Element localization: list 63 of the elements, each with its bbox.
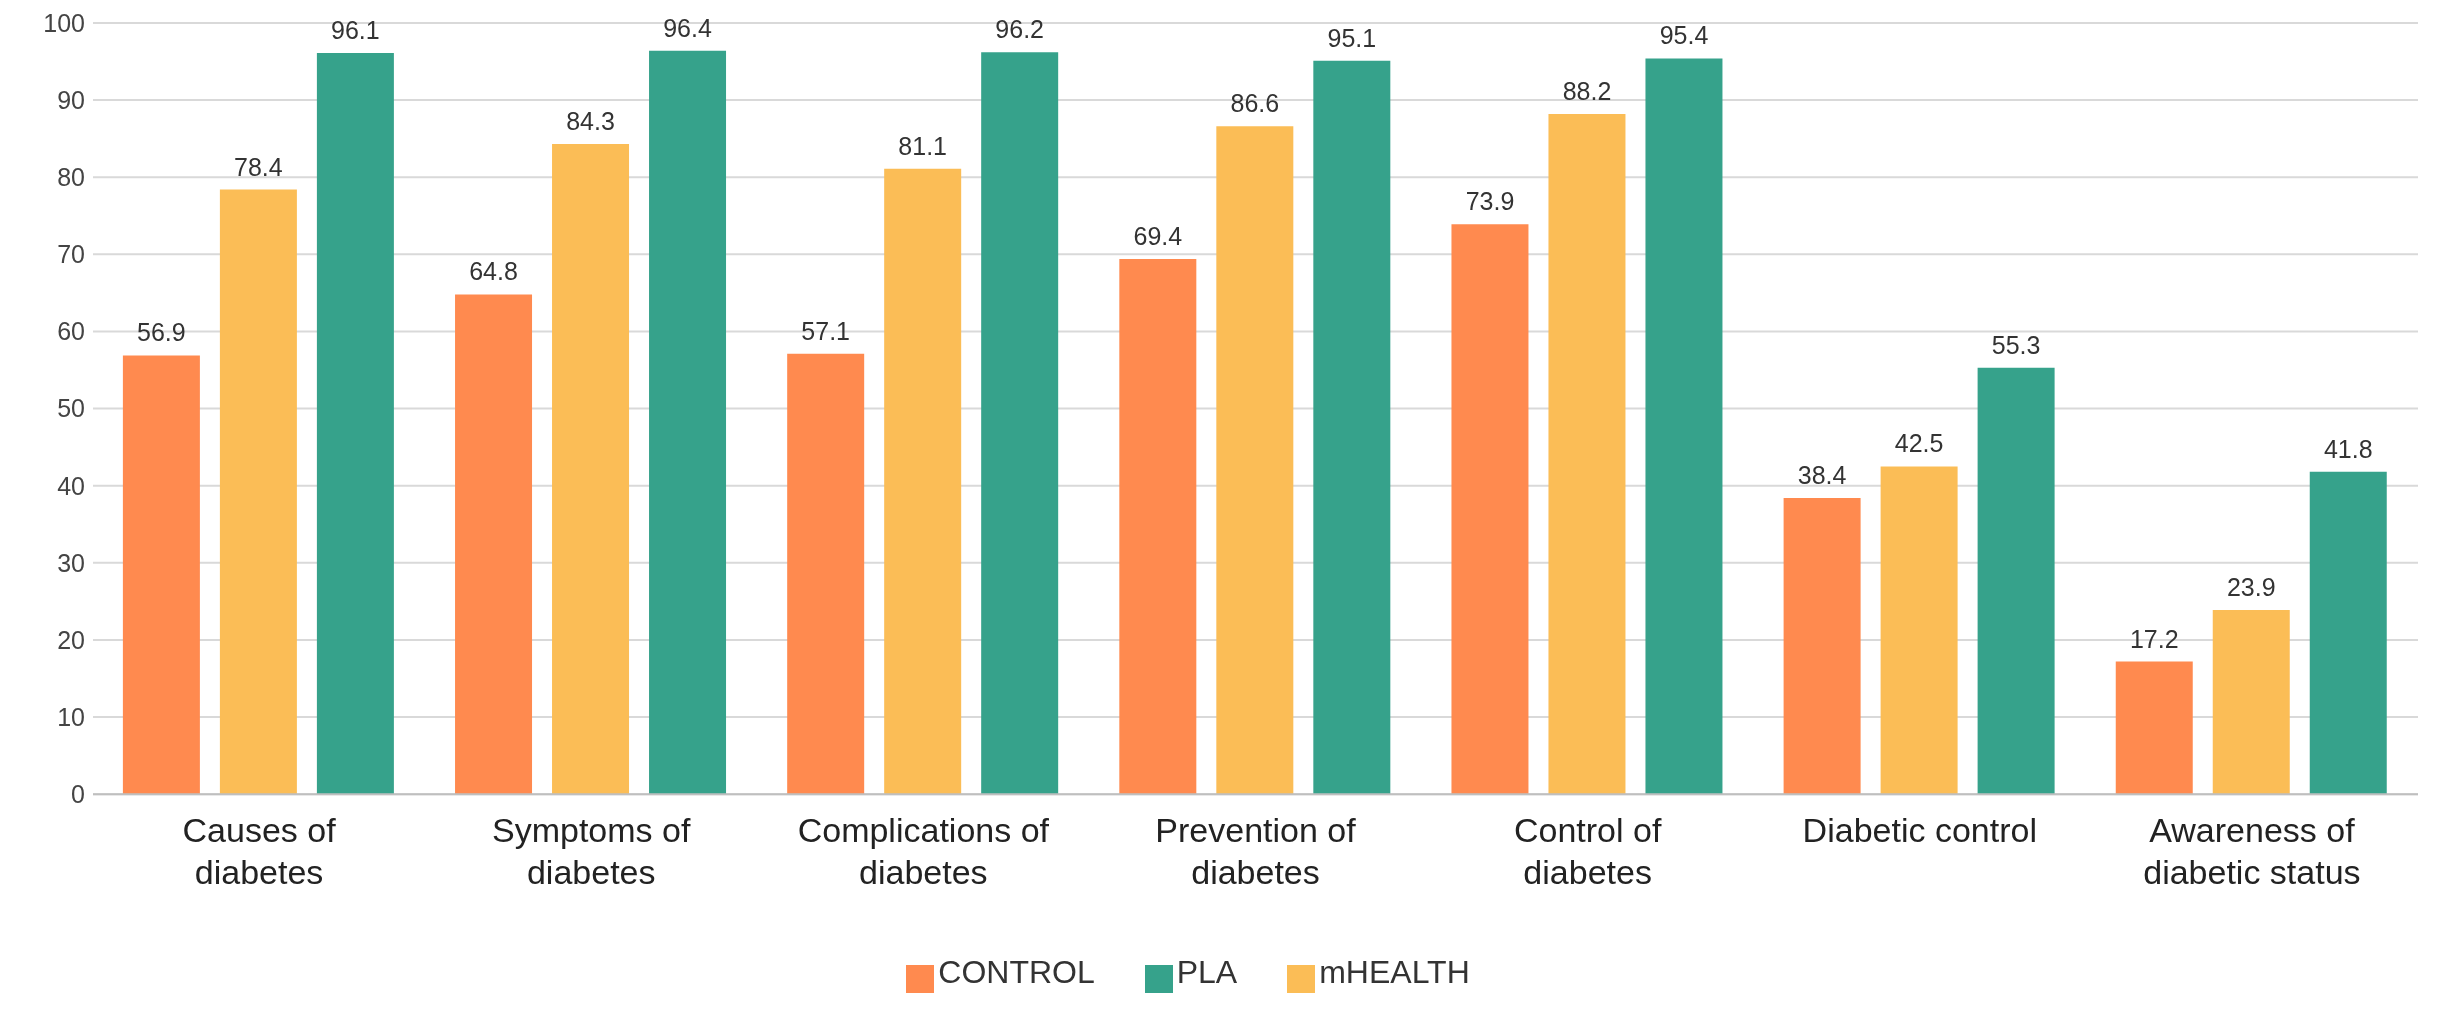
bar bbox=[1216, 126, 1294, 795]
x-tick-label: Prevention of diabetes bbox=[1155, 811, 1357, 892]
data-label: 88.2 bbox=[1562, 77, 1612, 106]
bar bbox=[2212, 609, 2290, 795]
data-label: 42.5 bbox=[1894, 429, 1944, 458]
bar bbox=[1313, 60, 1391, 795]
legend-label: CONTROL bbox=[938, 954, 1095, 991]
bar bbox=[787, 353, 865, 795]
bar bbox=[981, 52, 1059, 795]
bar bbox=[1977, 367, 2055, 795]
data-label: 96.4 bbox=[663, 13, 712, 42]
bar bbox=[1548, 114, 1626, 795]
data-label: 41.8 bbox=[2323, 434, 2373, 463]
x-tick-label: Awareness of diabetic status bbox=[2143, 811, 2361, 892]
bar bbox=[1119, 259, 1197, 795]
y-tick-label: 0 bbox=[71, 780, 85, 809]
data-label: 57.1 bbox=[801, 316, 851, 345]
data-label: 78.4 bbox=[234, 152, 283, 181]
data-label: 86.6 bbox=[1230, 89, 1280, 118]
y-tick-label: 100 bbox=[43, 8, 85, 37]
x-tick-label: Complications of diabetes bbox=[797, 811, 1050, 892]
data-label: 64.8 bbox=[469, 257, 518, 286]
data-label: 84.3 bbox=[566, 107, 615, 136]
bar bbox=[649, 50, 727, 795]
y-tick-label: 70 bbox=[57, 240, 85, 269]
data-label: 96.1 bbox=[331, 16, 380, 45]
y-tick-label: 20 bbox=[57, 625, 85, 654]
data-label: 55.3 bbox=[1991, 330, 2041, 359]
data-label: 95.1 bbox=[1327, 23, 1377, 52]
y-tick-label: 50 bbox=[57, 394, 85, 423]
bar bbox=[1783, 498, 1861, 795]
data-label: 96.2 bbox=[995, 15, 1045, 44]
x-tick-label: Causes of diabetes bbox=[182, 811, 337, 892]
data-label: 73.9 bbox=[1465, 187, 1515, 216]
bar bbox=[122, 355, 200, 795]
legend-label: PLA bbox=[1176, 954, 1238, 991]
y-tick-label: 60 bbox=[57, 317, 85, 346]
data-label: 17.2 bbox=[2129, 624, 2179, 653]
data-label: 56.9 bbox=[137, 318, 186, 347]
y-tick-label: 80 bbox=[57, 163, 85, 192]
x-tick-label: Control of diabetes bbox=[1513, 811, 1662, 892]
bar bbox=[884, 168, 962, 795]
legend-label: mHEALTH bbox=[1319, 954, 1470, 991]
y-tick-label: 30 bbox=[57, 548, 85, 577]
y-tick-label: 90 bbox=[57, 86, 85, 114]
x-tick-label: Symptoms of diabetes bbox=[492, 811, 691, 892]
data-label: 81.1 bbox=[898, 131, 948, 160]
bar bbox=[552, 144, 630, 795]
bar bbox=[1880, 466, 1958, 795]
bar bbox=[219, 189, 297, 795]
data-label: 95.4 bbox=[1659, 21, 1709, 50]
data-label: 38.4 bbox=[1797, 461, 1847, 490]
bar bbox=[2309, 471, 2387, 795]
bar bbox=[1451, 224, 1529, 795]
bar bbox=[1645, 58, 1723, 795]
y-tick-label: 40 bbox=[57, 471, 85, 500]
y-tick-label: 10 bbox=[57, 702, 85, 731]
bar bbox=[2115, 661, 2193, 795]
bar bbox=[455, 294, 533, 795]
data-label: 23.9 bbox=[2226, 572, 2276, 601]
bar bbox=[316, 53, 394, 795]
x-tick-label: Diabetic control bbox=[1802, 811, 2037, 850]
data-label: 69.4 bbox=[1133, 222, 1183, 250]
